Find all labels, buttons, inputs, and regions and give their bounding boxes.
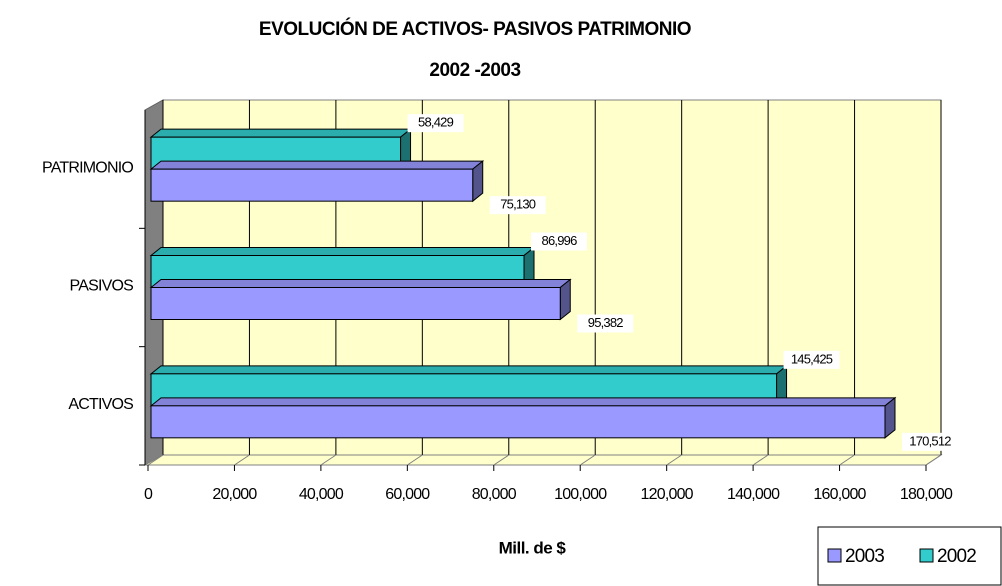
legend-label: 2002	[937, 546, 976, 567]
value-label: 95,382	[588, 315, 624, 330]
legend-label: 2003	[845, 546, 884, 567]
x-tick-label: 0	[144, 486, 153, 503]
bar	[150, 168, 474, 202]
value-label-bg	[783, 350, 840, 369]
y-tick-label: PASIVOS	[70, 278, 134, 295]
bar-top	[149, 128, 412, 138]
floor-line	[234, 454, 250, 466]
bar	[150, 287, 561, 320]
x-tick-label: 180,000	[900, 486, 953, 503]
value-label-bg	[901, 432, 958, 451]
floor-line	[493, 454, 510, 466]
legend: 2003 2002	[817, 526, 1002, 586]
value-label: 86,996	[542, 233, 578, 248]
value-label-bg	[577, 314, 634, 333]
floor-line	[666, 454, 682, 466]
value-label: 170,512	[909, 433, 951, 448]
value-label-bg	[489, 196, 546, 215]
x-axis-label: Mill. de $	[499, 538, 567, 557]
x-tick-label: 60,000	[385, 486, 430, 503]
bar-top	[149, 160, 485, 170]
floor-line	[839, 454, 855, 466]
value-label-bg	[407, 114, 464, 133]
value-label: 145,425	[791, 351, 833, 366]
legend-box	[817, 526, 1002, 586]
floor-line	[925, 454, 942, 466]
legend-swatch	[827, 548, 842, 563]
x-tick-label: 100,000	[554, 486, 607, 503]
y-tick-label: ACTIVOS	[68, 396, 133, 413]
x-tick-label: 20,000	[212, 486, 257, 503]
x-tick-label: 140,000	[727, 486, 780, 503]
floor-line	[147, 454, 164, 466]
floor-line	[579, 454, 596, 466]
x-tick-label: 120,000	[641, 486, 694, 503]
legend-swatch	[919, 548, 934, 563]
x-tick-label: 40,000	[299, 486, 344, 503]
x-tick-label: 80,000	[472, 486, 517, 503]
value-label: 58,429	[418, 115, 454, 130]
value-label-bg	[531, 232, 588, 251]
bar-top	[149, 247, 536, 256]
bar-top	[149, 397, 897, 407]
y-tick-label: PATRIMONIO	[42, 159, 133, 176]
bar	[150, 405, 886, 439]
value-label: 75,130	[500, 197, 536, 212]
chart-subtitle: 2002 -2003	[429, 60, 520, 81]
bar-top	[149, 279, 572, 288]
bar-top	[149, 365, 788, 375]
floor-line	[320, 454, 337, 466]
floor	[143, 454, 943, 466]
chart-title: EVOLUCIÓN DE ACTIVOS- PASIVOS PATRIMONIO	[259, 18, 691, 40]
floor-line	[752, 454, 769, 466]
floor-line	[407, 454, 423, 466]
x-tick-label: 160,000	[813, 486, 866, 503]
